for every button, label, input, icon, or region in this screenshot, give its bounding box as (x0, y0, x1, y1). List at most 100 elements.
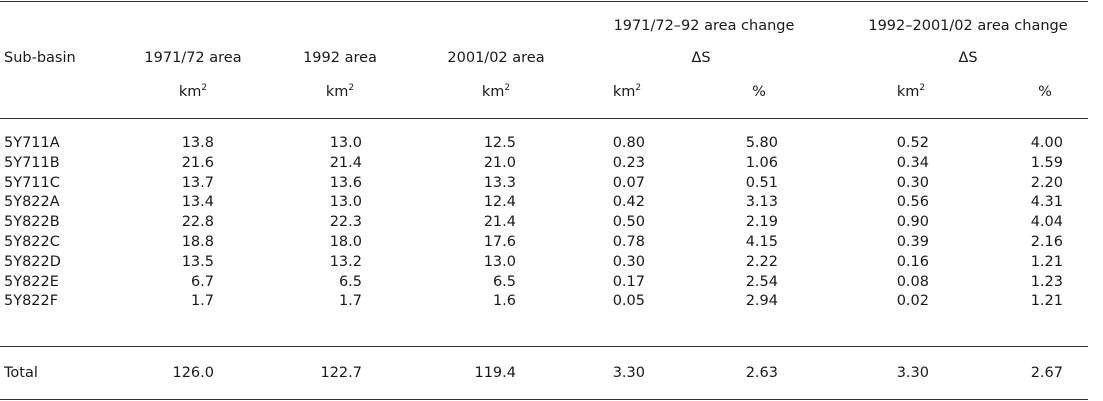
row-change1-pct: 1.06 (745, 155, 778, 171)
row-area-2001: 6.5 (492, 274, 516, 290)
row-change2-km: 0.52 (896, 135, 929, 151)
unit-1992: km2 (325, 83, 355, 101)
total-change2-km: 3.30 (896, 365, 929, 381)
total-change1-km: 3.30 (612, 365, 645, 381)
row-area-1992: 13.0 (329, 194, 362, 210)
row-area-1971: 13.7 (181, 175, 214, 191)
row-area-2001: 17.6 (483, 234, 516, 250)
row-area-1971: 13.5 (181, 254, 214, 270)
row-change1-pct: 2.22 (745, 254, 778, 270)
unit-change1-km: km2 (612, 83, 642, 101)
unit-2001: km2 (481, 83, 511, 101)
row-change1-pct: 4.15 (745, 234, 778, 250)
row-change1-pct: 2.19 (745, 214, 778, 230)
row-area-1992: 21.4 (329, 155, 362, 171)
row-subbasin: 5Y822C (4, 234, 60, 250)
change2-title: 1992–2001/02 area change (868, 18, 1068, 34)
row-area-2001: 13.3 (483, 175, 516, 191)
area-2001-header: 2001/02 area (447, 50, 545, 66)
row-change1-km: 0.78 (612, 234, 645, 250)
row-change2-pct: 1.23 (1030, 274, 1063, 290)
row-change1-km: 0.07 (612, 175, 645, 191)
row-subbasin: 5Y711B (4, 155, 60, 171)
row-change2-km: 0.30 (896, 175, 929, 191)
unit-change2-pct: % (1038, 84, 1052, 100)
area-1992-header: 1992 area (303, 50, 377, 66)
row-area-2001: 12.5 (483, 135, 516, 151)
row-area-1992: 13.2 (329, 254, 362, 270)
unit-change2-km: km2 (896, 83, 926, 101)
row-area-2001: 21.4 (483, 214, 516, 230)
total-1992: 122.7 (320, 365, 362, 381)
row-area-1971: 13.4 (181, 194, 214, 210)
total-label: Total (4, 365, 38, 381)
row-change1-pct: 3.13 (745, 194, 778, 210)
top-rule (0, 1, 1088, 2)
row-change1-km: 0.17 (612, 274, 645, 290)
row-subbasin: 5Y711C (4, 175, 60, 191)
total-2001: 119.4 (474, 365, 516, 381)
row-change2-km: 0.39 (896, 234, 929, 250)
row-change2-pct: 1.59 (1030, 155, 1063, 171)
row-change2-pct: 2.20 (1030, 175, 1063, 191)
row-change2-pct: 1.21 (1030, 254, 1063, 270)
row-change2-pct: 1.21 (1030, 293, 1063, 309)
row-change2-pct: 4.00 (1030, 135, 1063, 151)
row-area-1971: 18.8 (181, 234, 214, 250)
row-area-1971: 13.8 (181, 135, 214, 151)
row-change1-pct: 2.54 (745, 274, 778, 290)
header-rule (0, 118, 1088, 119)
row-area-2001: 21.0 (483, 155, 516, 171)
row-area-2001: 12.4 (483, 194, 516, 210)
row-area-1992: 22.3 (329, 214, 362, 230)
row-change1-pct: 2.94 (745, 293, 778, 309)
row-change1-km: 0.80 (612, 135, 645, 151)
bottom-rule (0, 399, 1088, 400)
row-area-1971: 21.6 (181, 155, 214, 171)
delta-s-header-2: ΔS (958, 50, 978, 66)
row-change2-km: 0.90 (896, 214, 929, 230)
row-area-1971: 22.8 (181, 214, 214, 230)
row-change1-km: 0.50 (612, 214, 645, 230)
row-area-1992: 1.7 (338, 293, 362, 309)
row-change2-km: 0.02 (896, 293, 929, 309)
total-rule (0, 346, 1088, 347)
row-change1-km: 0.42 (612, 194, 645, 210)
change1-title: 1971/72–92 area change (613, 18, 795, 34)
row-area-2001: 13.0 (483, 254, 516, 270)
row-change1-pct: 0.51 (745, 175, 778, 191)
row-subbasin: 5Y822A (4, 194, 60, 210)
row-change2-pct: 4.31 (1030, 194, 1063, 210)
row-change1-km: 0.23 (612, 155, 645, 171)
row-change1-km: 0.05 (612, 293, 645, 309)
row-area-1992: 13.6 (329, 175, 362, 191)
row-area-1971: 1.7 (190, 293, 214, 309)
row-change1-pct: 5.80 (745, 135, 778, 151)
row-area-1992: 13.0 (329, 135, 362, 151)
row-change1-km: 0.30 (612, 254, 645, 270)
row-area-1992: 18.0 (329, 234, 362, 250)
subbasin-header: Sub-basin (4, 50, 76, 66)
total-change1-pct: 2.63 (745, 365, 778, 381)
area-1971-header: 1971/72 area (144, 50, 242, 66)
row-change2-km: 0.16 (896, 254, 929, 270)
row-subbasin: 5Y822B (4, 214, 60, 230)
row-subbasin: 5Y822F (4, 293, 59, 309)
row-area-2001: 1.6 (492, 293, 516, 309)
row-change2-km: 0.56 (896, 194, 929, 210)
total-change2-pct: 2.67 (1030, 365, 1063, 381)
row-subbasin: 5Y711A (4, 135, 60, 151)
row-change2-km: 0.34 (896, 155, 929, 171)
unit-change1-pct: % (752, 84, 766, 100)
row-area-1971: 6.7 (190, 274, 214, 290)
row-change2-pct: 4.04 (1030, 214, 1063, 230)
total-1971: 126.0 (172, 365, 214, 381)
row-subbasin: 5Y822D (4, 254, 61, 270)
unit-1971: km2 (178, 83, 208, 101)
row-area-1992: 6.5 (338, 274, 362, 290)
row-change2-km: 0.08 (896, 274, 929, 290)
row-subbasin: 5Y822E (4, 274, 59, 290)
row-change2-pct: 2.16 (1030, 234, 1063, 250)
delta-s-header-1: ΔS (691, 50, 711, 66)
